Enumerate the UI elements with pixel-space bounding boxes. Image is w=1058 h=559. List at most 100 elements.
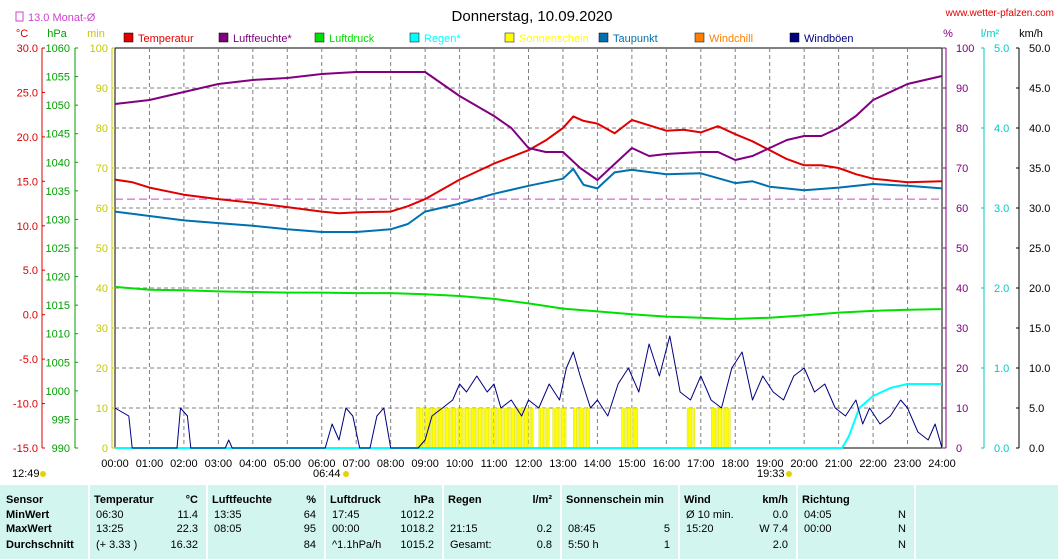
legend-item: Luftfeuchte* (218, 32, 292, 45)
stats-column: Wind km/h Ø 10 min. 0.0 15:20 W 7.4 2.0 (678, 485, 798, 559)
sunshine-bar (581, 407, 585, 449)
x-tick-label: 08:00 (377, 458, 405, 470)
x-tick-label: 02:00 (170, 458, 198, 470)
chart-title: Donnerstag, 10.09.2020 (452, 8, 613, 25)
sunshine-bar (453, 407, 456, 449)
x-tick-label: 15:00 (618, 458, 646, 470)
x-tick-label: 18:00 (721, 458, 749, 470)
sunshine-bar (470, 407, 474, 449)
axis-tick-label: 5.0 (994, 43, 1009, 55)
axis-tick-label: 1030 (46, 214, 70, 226)
axis-tick-label: -5.0 (19, 354, 38, 366)
x-tick-label: 22:00 (859, 458, 887, 470)
sunshine-bar (716, 407, 720, 449)
axis-tick-label: 5.0 (23, 265, 38, 277)
stats-value: 84 (303, 539, 316, 551)
axis-tick-label: 1.0 (994, 363, 1009, 375)
sunshine-bar (439, 407, 442, 449)
sunshine-bar (462, 407, 465, 449)
stats-column: Luftdruck hPa 17:45 1012.2 00:00 1018.2 ^1.1hP… (324, 485, 444, 559)
stats-time: 5:50 h (568, 539, 599, 551)
legend-label: Temperatur (138, 33, 194, 45)
axis-tick-label: 0.0 (1029, 443, 1044, 455)
sunshine-bar (447, 407, 451, 449)
stats-column: Richtung 04:05 N 00:00 N N (796, 485, 916, 559)
sunshine-bar (528, 407, 531, 449)
stats-unit: % (306, 494, 316, 506)
source-link[interactable]: www.wetter-pfalzen.com (945, 8, 1054, 19)
sun-times: 12:49 06:44 19:33 (12, 468, 792, 480)
stats-column: Sonnenschein min 08:45 5 5:50 h 1 (560, 485, 680, 559)
stats-value: W 7.4 (759, 523, 788, 535)
axis-tick-label: 10 (956, 403, 968, 415)
stats-value: N (898, 523, 906, 535)
daylength-label: 12:49 (12, 468, 40, 480)
x-tick-label: 04:00 (239, 458, 267, 470)
axis-tick-label: 50 (956, 243, 968, 255)
axis-tick-label: 20 (956, 363, 968, 375)
axis-tick-label: 1035 (46, 186, 70, 198)
legend-label: Windchill (709, 33, 753, 45)
weather-chart: Donnerstag, 10.09.2020 www.wetter-pfalze… (12, 8, 1054, 480)
stats-time: 08:45 (568, 523, 596, 535)
stats-time: 00:00 (332, 523, 360, 535)
stats-time: 15:20 (686, 523, 714, 535)
sunshine-bar (538, 407, 541, 449)
axis-tick-label: 0 (102, 443, 108, 455)
axis-tick-label: 60 (96, 203, 108, 215)
stats-column: Sensor MinWert MaxWert Durchschnitt (0, 485, 90, 559)
x-axis: 00:00 01:00 02:00 03:00 04:00 05:00 06:00 07:00… (101, 458, 956, 470)
unit-percent: % (943, 28, 953, 40)
monthly-avg-legend: 13.0 Monat-Ø (15, 11, 96, 24)
legend-item: Temperatur (123, 32, 194, 45)
plot-area (114, 47, 943, 449)
series-line (114, 115, 943, 215)
sunshine-bar (719, 407, 722, 449)
sunshine-bar (563, 407, 567, 449)
sunshine-bar (436, 407, 439, 449)
sunshine-bar (525, 407, 528, 449)
x-tick-label: 05:00 (274, 458, 302, 470)
sunshine-bar (508, 407, 511, 449)
axis-tick-label: 1020 (46, 272, 70, 284)
sunshine-bar (531, 407, 534, 449)
axis-tick-label: 995 (52, 414, 70, 426)
axis-tick-label: 90 (96, 83, 108, 95)
sunshine-bar (513, 407, 517, 449)
stats-time: 13:35 (214, 509, 242, 521)
sunshine-bars (416, 407, 731, 449)
sunshine-bar (630, 407, 633, 449)
axis-tick-label: 20.0 (17, 132, 38, 144)
axis-tick-label: 1055 (46, 72, 70, 84)
x-tick-label: 21:00 (825, 458, 853, 470)
axis-tick-label: 0.0 (994, 443, 1009, 455)
sunshine-bar (496, 407, 500, 449)
legend-swatch (314, 32, 325, 43)
sunshine-bar (459, 407, 462, 449)
stats-time: (+ 3.33 ) (96, 539, 138, 551)
sunshine-bar (479, 407, 482, 449)
stats-time: 17:45 (332, 509, 360, 521)
sunshine-bar (419, 407, 422, 449)
axis-tick-label: 40 (96, 283, 108, 295)
axis-tick-label: 990 (52, 443, 70, 455)
axis-tick-label: 25.0 (1029, 243, 1050, 255)
legend-label: Luftfeuchte* (233, 33, 292, 45)
axis-tick-label: 5.0 (1029, 403, 1044, 415)
x-tick-label: 01:00 (136, 458, 164, 470)
axis-tick-label: 10.0 (17, 221, 38, 233)
axis-tick-label: 50 (96, 243, 108, 255)
sunshine-bar (505, 407, 508, 449)
stats-value: 2.0 (772, 539, 788, 551)
legend-swatch (789, 32, 800, 43)
axis-tick-label: 30.0 (1029, 203, 1050, 215)
sunshine-bar (442, 407, 445, 449)
sunshine-bar (686, 407, 690, 449)
sunshine-bar (465, 407, 468, 449)
sunshine-bar (502, 407, 505, 449)
sunshine-bar (430, 407, 434, 449)
daylength-sun-icon (40, 471, 46, 477)
stats-value: 95 (303, 523, 316, 535)
legend-item: Windchill (694, 32, 753, 45)
